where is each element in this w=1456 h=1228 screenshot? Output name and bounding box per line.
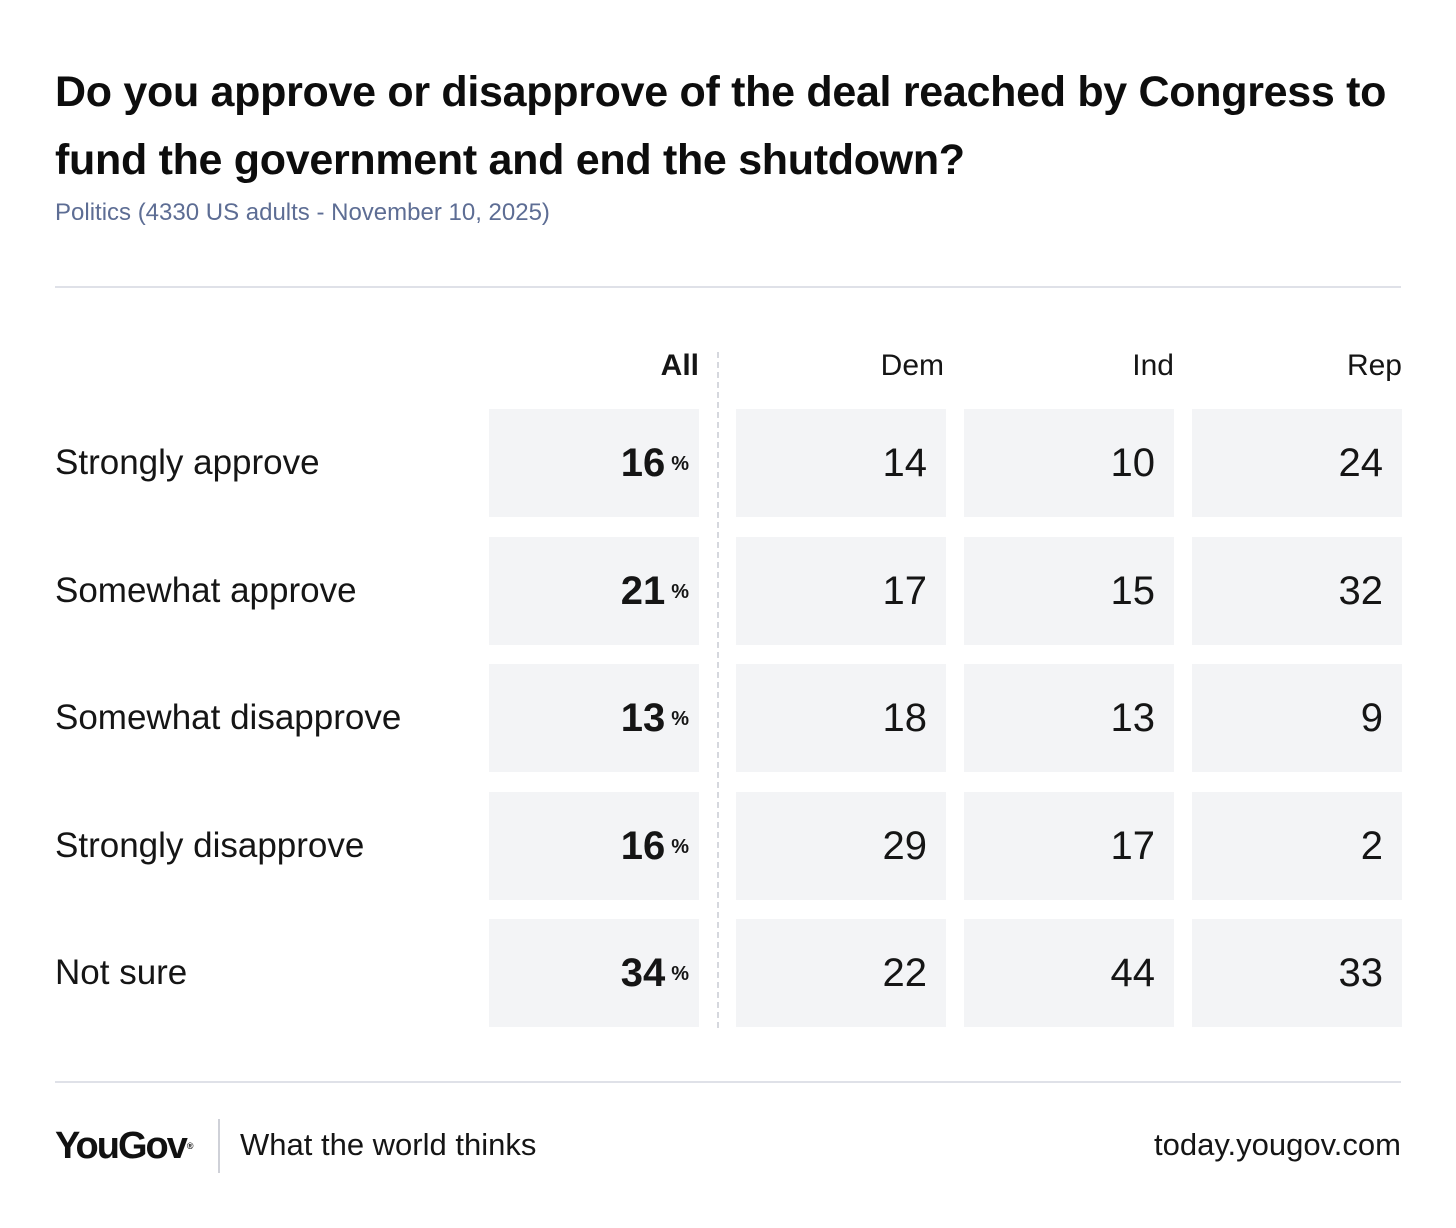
value-ind: 17	[1110, 824, 1156, 868]
column-header-all: All	[660, 349, 699, 382]
all-column-divider	[717, 352, 719, 1028]
percent-sign: %	[671, 453, 689, 475]
cell-all: 21%	[489, 537, 699, 645]
cell-all: 16%	[489, 792, 699, 900]
value-all: 16	[620, 441, 666, 485]
value-ind: 13	[1110, 696, 1156, 740]
cell-ind: 10	[964, 409, 1174, 517]
cell-all: 13%	[489, 664, 699, 772]
value-all: 21	[620, 569, 666, 613]
value-rep: 2	[1360, 824, 1383, 868]
value-dem: 18	[882, 696, 928, 740]
value-all: 34	[620, 951, 666, 995]
value-all: 13	[620, 696, 666, 740]
value-dem: 14	[882, 441, 928, 485]
value-ind: 15	[1110, 569, 1156, 613]
cell-rep: 24	[1192, 409, 1402, 517]
cell-rep: 32	[1192, 537, 1402, 645]
column-header-ind: Ind	[1132, 349, 1174, 382]
percent-sign: %	[671, 708, 689, 730]
cell-dem: 29	[736, 792, 946, 900]
chart-title: Do you approve or disapprove of the deal…	[55, 68, 1387, 184]
cell-rep: 9	[1192, 664, 1402, 772]
row-label: Not sure	[55, 953, 188, 992]
cell-dem: 22	[736, 919, 946, 1027]
footer-separator	[218, 1119, 220, 1173]
chart-subtitle: Politics (4330 US adults - November 10, …	[55, 199, 550, 226]
bottom-divider	[55, 1081, 1401, 1083]
percent-sign: %	[671, 963, 689, 985]
cell-all: 16%	[489, 409, 699, 517]
tagline: What the world thinks	[240, 1127, 537, 1162]
cell-dem: 17	[736, 537, 946, 645]
cell-ind: 44	[964, 919, 1174, 1027]
row-label: Somewhat disapprove	[55, 698, 402, 737]
percent-sign: %	[671, 836, 689, 858]
value-rep: 33	[1338, 951, 1384, 995]
registered-mark: ®	[186, 1141, 194, 1151]
cell-rep: 33	[1192, 919, 1402, 1027]
logo-wordmark: YouGov	[55, 1125, 188, 1167]
cell-all: 34%	[489, 919, 699, 1027]
site-url: today.yougov.com	[1154, 1127, 1401, 1162]
value-rep: 24	[1338, 441, 1384, 485]
column-header-dem: Dem	[880, 349, 944, 382]
cell-dem: 14	[736, 409, 946, 517]
value-dem: 22	[882, 951, 928, 995]
percent-sign: %	[671, 581, 689, 603]
value-rep: 32	[1338, 569, 1384, 613]
yougov-logo: YouGov®	[55, 1122, 194, 1170]
value-all: 16	[620, 824, 666, 868]
row-label: Strongly approve	[55, 443, 320, 482]
column-header-rep: Rep	[1346, 349, 1402, 382]
cell-rep: 2	[1192, 792, 1402, 900]
cell-ind: 17	[964, 792, 1174, 900]
value-dem: 17	[882, 569, 928, 613]
value-rep: 9	[1360, 696, 1383, 740]
row-label: Strongly disapprove	[55, 826, 365, 865]
value-ind: 10	[1110, 441, 1156, 485]
value-dem: 29	[882, 824, 928, 868]
top-divider	[55, 286, 1401, 288]
value-ind: 44	[1110, 951, 1156, 995]
cell-ind: 15	[964, 537, 1174, 645]
cell-dem: 18	[736, 664, 946, 772]
row-label: Somewhat approve	[55, 571, 357, 610]
cell-ind: 13	[964, 664, 1174, 772]
